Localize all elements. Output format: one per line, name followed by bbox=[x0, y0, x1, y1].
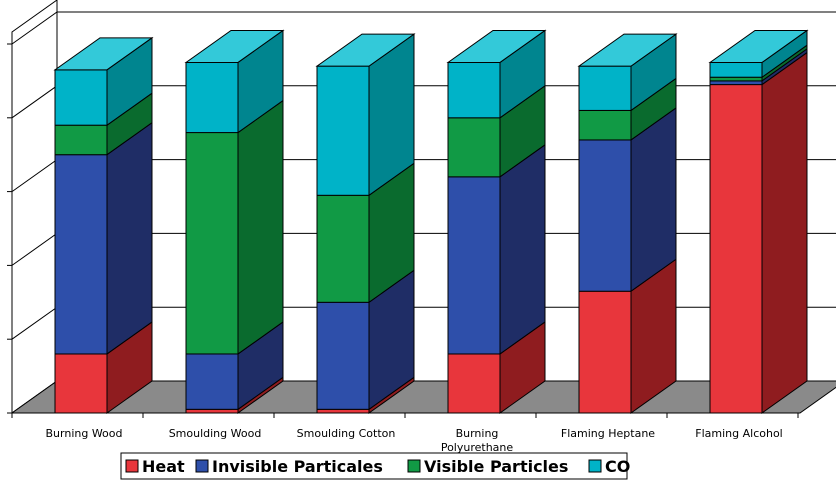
legend-label: Heat bbox=[142, 457, 185, 476]
bar-segment bbox=[709, 84, 763, 414]
left-wall bbox=[11, 0, 58, 414]
bar-segment-side bbox=[499, 143, 546, 355]
chart-bars bbox=[53, 29, 809, 414]
gridline bbox=[11, 11, 836, 45]
category-label: Flaming Alcohol bbox=[695, 427, 782, 440]
bar-segment bbox=[316, 194, 370, 303]
bar-segment bbox=[316, 301, 370, 410]
bar-segment bbox=[316, 65, 370, 196]
legend: Heat Invisible Particales Visible Particle… bbox=[120, 452, 630, 480]
category-labels: Burning Wood Smoulding Wood Smoulding Cott… bbox=[46, 427, 783, 454]
legend-swatch bbox=[407, 459, 421, 473]
bar-segment bbox=[578, 65, 632, 111]
bar-segment bbox=[316, 408, 370, 414]
category-label-line: Flaming Alcohol bbox=[695, 427, 782, 440]
bar-stack bbox=[315, 33, 416, 414]
category-label: Flaming Heptane bbox=[561, 427, 655, 440]
bar-segment bbox=[185, 408, 239, 414]
bar-segment bbox=[578, 139, 632, 292]
bar-stack bbox=[184, 29, 285, 414]
bar-top bbox=[577, 33, 678, 67]
legend-label: CO bbox=[605, 457, 630, 476]
category-label-line: Smoulding Wood bbox=[169, 427, 262, 440]
bar-segment bbox=[447, 61, 501, 119]
bar-segment bbox=[185, 353, 239, 410]
category-label: Burning Wood bbox=[46, 427, 123, 440]
legend-label: Invisible Particales bbox=[212, 457, 383, 476]
bar-segment bbox=[54, 69, 108, 126]
legend-swatch bbox=[125, 459, 139, 473]
bar-segment bbox=[185, 132, 239, 355]
legend-item: Visible Particles bbox=[407, 457, 568, 476]
bar-top bbox=[184, 29, 285, 63]
bar-segment bbox=[54, 353, 108, 414]
legend-swatch bbox=[195, 459, 209, 473]
bar-stack bbox=[53, 36, 154, 414]
bar-segment bbox=[447, 117, 501, 178]
bar-top bbox=[446, 29, 547, 63]
bar-top bbox=[708, 29, 809, 63]
category-label: Burning Polyurethane bbox=[441, 427, 514, 454]
bar-segment bbox=[578, 109, 632, 141]
bar-stack bbox=[708, 29, 809, 414]
legend-item: Heat bbox=[125, 457, 185, 476]
bar-segment bbox=[447, 176, 501, 355]
bar-segment bbox=[578, 290, 632, 414]
legend-item: CO bbox=[588, 457, 630, 476]
category-label-line: Polyurethane bbox=[441, 441, 514, 454]
bar-stack bbox=[577, 33, 678, 414]
bar-segment-side bbox=[237, 99, 284, 355]
bar-segment bbox=[54, 154, 108, 355]
bar-segment-side bbox=[106, 121, 153, 355]
category-label-line: Smoulding Cotton bbox=[297, 427, 396, 440]
bar-segment bbox=[185, 61, 239, 134]
legend-item: Invisible Particales bbox=[195, 457, 383, 476]
bar-segment bbox=[709, 80, 763, 86]
legend-label: Visible Particles bbox=[424, 457, 568, 476]
category-label: Smoulding Cotton bbox=[297, 427, 396, 440]
bar-segment bbox=[447, 353, 501, 414]
legend-swatch bbox=[588, 459, 602, 473]
bar-segment bbox=[709, 61, 763, 78]
category-label-line: Burning bbox=[456, 427, 499, 440]
bar-segment-side bbox=[761, 51, 808, 414]
bar-stack bbox=[446, 29, 547, 414]
bar-top bbox=[53, 37, 154, 71]
category-label: Smoulding Wood bbox=[169, 427, 262, 440]
bar-segment bbox=[54, 124, 108, 156]
category-label-line: Burning Wood bbox=[46, 427, 123, 440]
bar-segment bbox=[709, 76, 763, 82]
bar-top bbox=[315, 33, 416, 67]
category-label-line: Flaming Heptane bbox=[561, 427, 655, 440]
